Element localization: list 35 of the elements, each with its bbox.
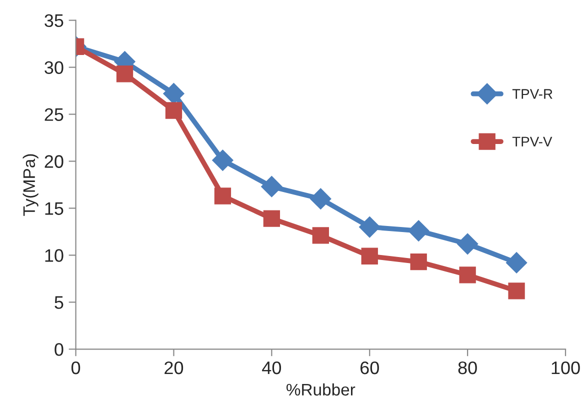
- point: [408, 220, 430, 242]
- y-tick-label: 25: [44, 108, 64, 121]
- x-tick-label: 100: [552, 361, 580, 374]
- point: [508, 282, 525, 300]
- point: [263, 210, 280, 227]
- point: [312, 227, 329, 244]
- x-tick-label: 40: [262, 361, 282, 374]
- x-tick-label: 80: [458, 361, 477, 374]
- point: [410, 253, 427, 270]
- y-tick-label: 30: [44, 61, 64, 74]
- y-tick-label: 5: [54, 296, 64, 309]
- point: [310, 188, 332, 210]
- legend-label: TPV-V: [512, 136, 552, 146]
- legend-label: TPV-R: [512, 89, 552, 99]
- point: [212, 150, 234, 171]
- y-tick-label: 35: [44, 14, 64, 28]
- x-tick-label: 60: [360, 361, 379, 374]
- x-tick-label: 0: [71, 361, 80, 374]
- y-tick-label: 10: [45, 249, 64, 262]
- point: [359, 216, 380, 238]
- x-axis-title: %Rubber: [286, 383, 356, 396]
- x-tick-label: 20: [164, 361, 184, 374]
- y-axis-title: Ty(MPa): [22, 154, 38, 216]
- point: [261, 176, 282, 198]
- y-tick-label: 15: [45, 202, 64, 215]
- y-tick-label: 0: [54, 343, 64, 356]
- point: [457, 233, 478, 254]
- point: [361, 248, 378, 264]
- y-tick-label: 20: [44, 155, 64, 168]
- point: [165, 102, 182, 119]
- point: [116, 66, 134, 82]
- point: [163, 83, 184, 104]
- point: [506, 252, 528, 274]
- point: [214, 188, 232, 204]
- point: [459, 266, 476, 284]
